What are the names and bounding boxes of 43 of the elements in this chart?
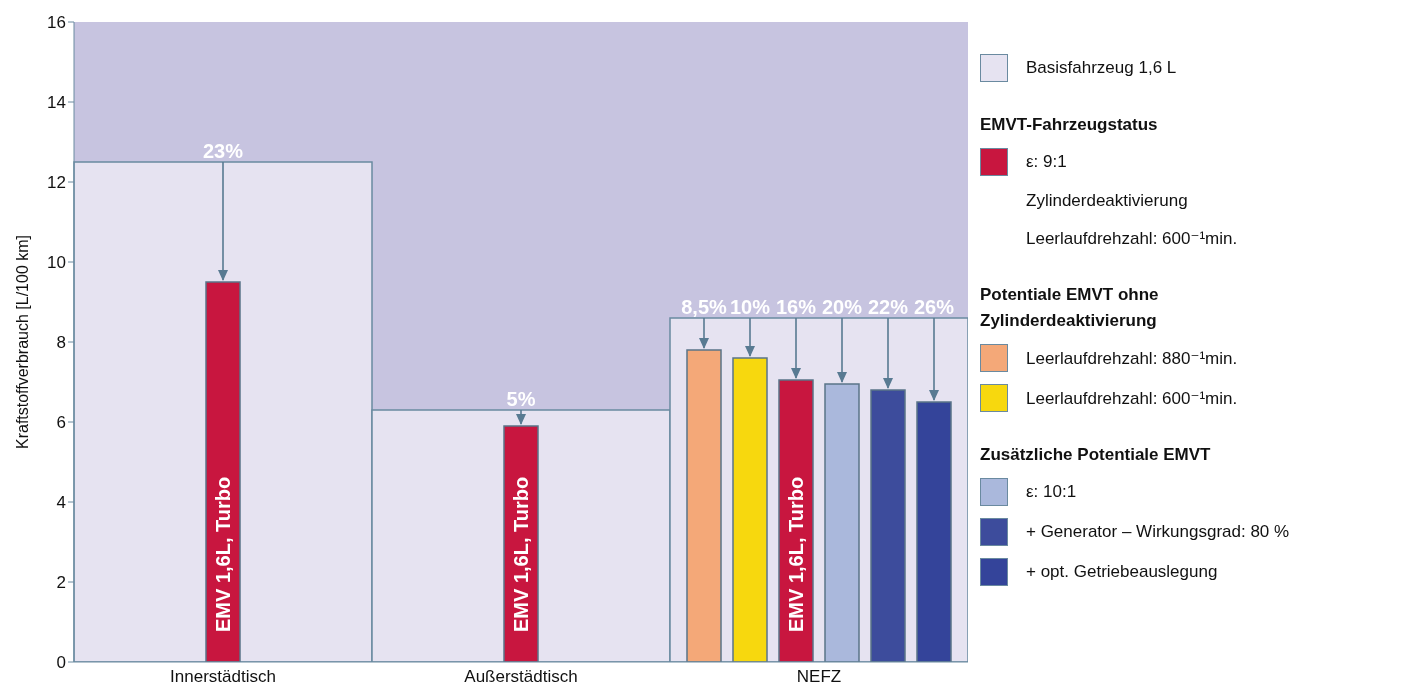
y-tick-label: 14 bbox=[47, 93, 66, 113]
legend-label: + Generator – Wirkungsgrad: 80 % bbox=[1026, 522, 1290, 542]
bar bbox=[870, 389, 906, 662]
annotation: 10% bbox=[729, 296, 771, 318]
y-tick-label: 16 bbox=[47, 13, 66, 33]
legend-label: ε: 9:1 bbox=[1026, 152, 1067, 172]
annotation: 16% bbox=[775, 296, 817, 318]
bar bbox=[824, 383, 860, 662]
legend-label: + opt. Getriebeauslegung bbox=[1026, 562, 1218, 582]
text: Potentiale EMVT ohne bbox=[980, 285, 1159, 304]
annotation: 22% bbox=[867, 296, 909, 318]
x-tick-label: NEFZ bbox=[796, 667, 842, 687]
text: Zylinderdeaktivierung bbox=[1026, 191, 1188, 210]
legend-label: Leerlaufdrehzahl: 880⁻¹min. bbox=[1026, 347, 1238, 369]
y-tick-label: 2 bbox=[56, 573, 66, 593]
x-tick-label: Innerstädtisch bbox=[170, 667, 276, 687]
bar bbox=[686, 349, 722, 662]
text: Leerlaufdrehzahl: 600⁻¹min. bbox=[1025, 228, 1239, 250]
text: EMVT-Fahrzeugstatus bbox=[980, 114, 1159, 136]
bar bbox=[205, 281, 241, 662]
y-tick-label: 6 bbox=[56, 413, 66, 433]
annotation: 20% bbox=[821, 296, 863, 318]
annotation: 26% bbox=[913, 296, 955, 318]
y-axis-title: Kraftstoffverbrauch [L/100 km] bbox=[13, 234, 31, 450]
annotation: 5% bbox=[506, 388, 536, 410]
y-tick-label: 0 bbox=[56, 653, 66, 673]
annotation: 8,5% bbox=[681, 296, 728, 318]
y-tick-label: 12 bbox=[47, 173, 66, 193]
annotation: EMV 1,6L, Turbo bbox=[212, 476, 234, 632]
y-tick-label: 4 bbox=[56, 493, 66, 513]
text: Zylinderdeaktivierung bbox=[980, 311, 1157, 330]
text: EMV 1,6L, Turbo bbox=[785, 476, 807, 632]
y-tick-label: 8 bbox=[56, 333, 66, 353]
legend-label: Basisfahrzeug 1,6 L bbox=[1026, 58, 1177, 78]
y-tick-label: 10 bbox=[47, 253, 66, 273]
bar bbox=[732, 357, 768, 662]
bar bbox=[916, 401, 952, 662]
annotation: 23% bbox=[202, 140, 244, 162]
text: EMV 1,6L, Turbo bbox=[510, 476, 532, 632]
legend-label: ε: 10:1 bbox=[1026, 482, 1077, 502]
x-tick-label: Außerstädtisch bbox=[464, 667, 578, 687]
text: Zusätzliche Potentiale EMVT bbox=[980, 444, 1212, 466]
legend-label: Leerlaufdrehzahl: 600⁻¹min. bbox=[1026, 387, 1238, 409]
